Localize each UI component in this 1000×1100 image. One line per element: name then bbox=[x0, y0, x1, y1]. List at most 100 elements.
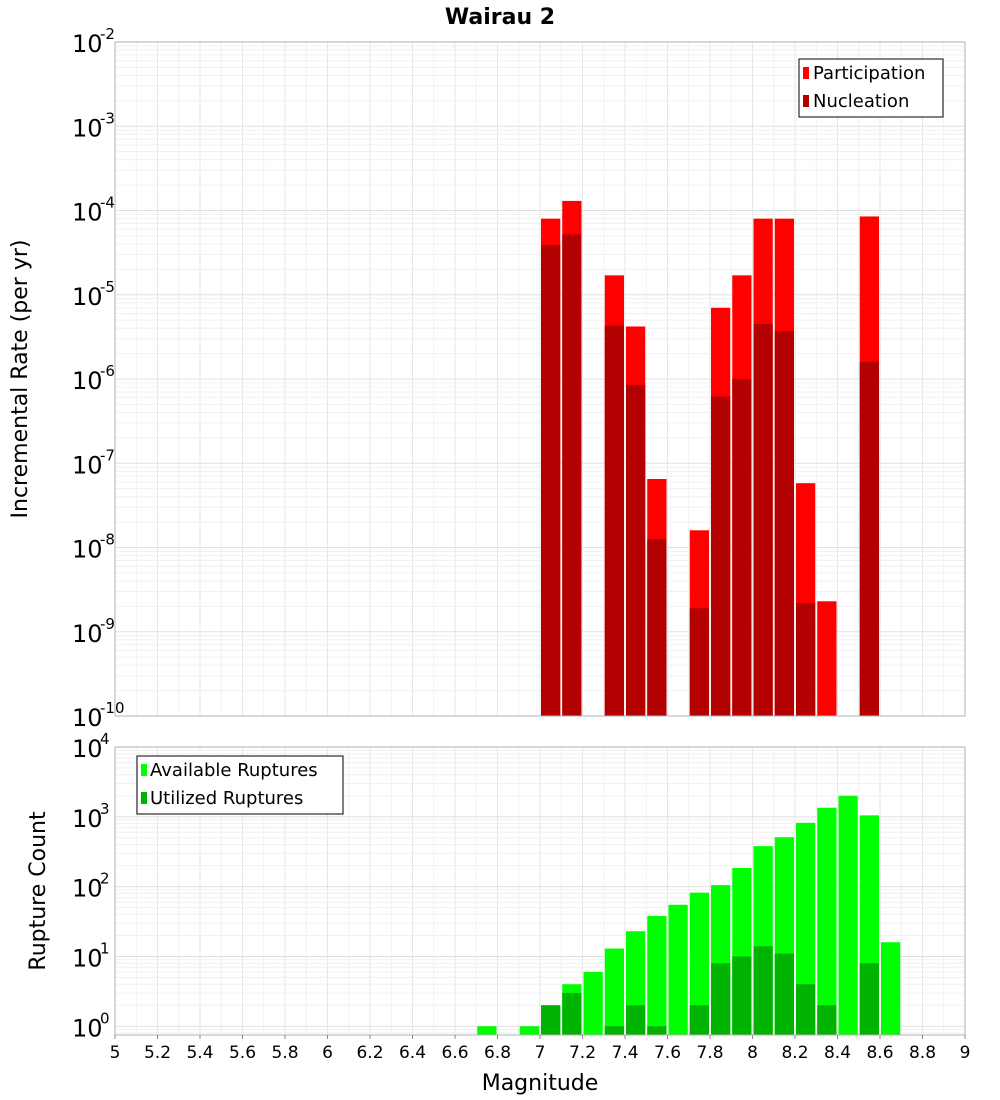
x-tick-labels: 5 5.2 5.4 5.6 5.8 6 6.2 6.4 6.6 6.8 7 7.2 7.4 7.6 7.8 8… bbox=[110, 1035, 971, 1063]
x-tick-label: 9 bbox=[960, 1043, 971, 1063]
x-tick-label: 7.6 bbox=[654, 1043, 681, 1063]
legend-label-participation: Participation bbox=[813, 63, 925, 84]
y-tick-label: 10 bbox=[72, 735, 103, 763]
y-tick-exponent: 1 bbox=[100, 939, 110, 957]
x-tick-label: 6.8 bbox=[484, 1043, 511, 1063]
y-tick-label: 10 bbox=[72, 283, 103, 311]
y-tick-exponent: -9 bbox=[100, 615, 115, 633]
x-tick-label: 6.2 bbox=[356, 1043, 383, 1063]
x-tick-label: 5.4 bbox=[186, 1043, 213, 1063]
legend-swatch-utilized bbox=[141, 792, 147, 804]
bar-available-ruptures bbox=[477, 1026, 497, 1035]
bar-nucleation bbox=[604, 325, 624, 716]
y-tick-label: 10 bbox=[72, 875, 103, 903]
legend-label-utilized: Utilized Ruptures bbox=[150, 788, 303, 809]
top-legend-box bbox=[798, 58, 944, 118]
y-tick-exponent: -5 bbox=[100, 278, 115, 296]
y-tick-exponent: -10 bbox=[100, 699, 125, 717]
x-tick-label: 8.8 bbox=[909, 1043, 936, 1063]
y-tick-label: 10 bbox=[72, 1014, 103, 1042]
x-tick-label: 7.2 bbox=[569, 1043, 596, 1063]
x-tick-label: 5 bbox=[110, 1043, 121, 1063]
y-tick-exponent: -3 bbox=[100, 109, 115, 127]
y-tick-exponent: -2 bbox=[100, 25, 115, 43]
legend-swatch-participation bbox=[803, 67, 809, 79]
y-tick-label: 10 bbox=[72, 536, 103, 564]
bar-nucleation bbox=[689, 608, 709, 716]
y-tick-label: 10 bbox=[72, 944, 103, 972]
bar-utilized-ruptures bbox=[541, 1005, 561, 1035]
bar-utilized-ruptures bbox=[817, 1005, 837, 1035]
bar-utilized-ruptures bbox=[796, 984, 816, 1035]
y-tick-label: 10 bbox=[72, 199, 103, 227]
bar-nucleation bbox=[541, 244, 561, 716]
x-tick-label: 6.4 bbox=[399, 1043, 426, 1063]
y-tick-exponent: -4 bbox=[100, 194, 115, 212]
x-tick-label: 5.2 bbox=[144, 1043, 171, 1063]
y-tick-exponent: -7 bbox=[100, 446, 115, 464]
y-tick-label: 10 bbox=[72, 805, 103, 833]
y-tick-label: 10 bbox=[72, 451, 103, 479]
x-tick-label: 6 bbox=[322, 1043, 333, 1063]
bar-nucleation bbox=[774, 331, 794, 716]
legend-swatch-nucleation bbox=[803, 95, 809, 107]
bar-nucleation bbox=[647, 539, 667, 716]
y-tick-exponent: 3 bbox=[100, 800, 110, 818]
x-tick-label: 8.2 bbox=[781, 1043, 808, 1063]
y-tick-label: 10 bbox=[72, 620, 103, 648]
bar-utilized-ruptures bbox=[753, 946, 773, 1035]
y-tick-exponent: 2 bbox=[100, 870, 110, 888]
x-tick-label: 5.8 bbox=[271, 1043, 298, 1063]
y-tick-label: 10 bbox=[72, 704, 103, 732]
bar-nucleation bbox=[732, 379, 752, 716]
bar-available-ruptures bbox=[668, 904, 688, 1035]
bar-utilized-ruptures bbox=[562, 992, 582, 1035]
x-tick-label: 8.4 bbox=[824, 1043, 851, 1063]
bar-available-ruptures bbox=[689, 892, 709, 1035]
y-tick-label: 10 bbox=[72, 114, 103, 142]
legend-label-nucleation: Nucleation bbox=[813, 91, 909, 112]
x-tick-label: 8 bbox=[747, 1043, 758, 1063]
chart-title: Wairau 2 bbox=[445, 5, 555, 30]
bar-available-ruptures bbox=[817, 807, 837, 1035]
top-plot-border bbox=[114, 41, 966, 717]
bar-available-ruptures bbox=[604, 948, 624, 1035]
bar-nucleation bbox=[562, 234, 582, 717]
bottom-bars bbox=[477, 795, 901, 1035]
bar-utilized-ruptures bbox=[689, 1005, 709, 1035]
x-axis-label: Magnitude bbox=[482, 1071, 599, 1096]
y-tick-label: 10 bbox=[72, 367, 103, 395]
bar-utilized-ruptures bbox=[647, 1026, 667, 1035]
x-tick-label: 7 bbox=[535, 1043, 546, 1063]
bar-nucleation bbox=[711, 396, 731, 716]
y-tick-label: 10 bbox=[72, 30, 103, 58]
bottom-legend-box bbox=[136, 755, 344, 815]
bar-participation bbox=[817, 601, 837, 716]
y-tick-exponent: 4 bbox=[100, 730, 110, 748]
x-tick-label: 7.4 bbox=[611, 1043, 638, 1063]
legend-label-available: Available Ruptures bbox=[150, 760, 318, 781]
bar-available-ruptures bbox=[647, 915, 667, 1035]
top-legend: Participation Nucleation bbox=[798, 58, 944, 118]
bar-available-ruptures bbox=[583, 971, 603, 1035]
bar-available-ruptures bbox=[519, 1026, 539, 1035]
bar-nucleation bbox=[796, 602, 816, 716]
x-tick-label: 8.6 bbox=[866, 1043, 893, 1063]
y-tick-exponent: -6 bbox=[100, 362, 115, 380]
x-tick-label: 7.8 bbox=[696, 1043, 723, 1063]
bar-nucleation bbox=[753, 323, 773, 716]
y-tick-exponent: -8 bbox=[100, 531, 115, 549]
bottom-legend: Available Ruptures Utilized Ruptures bbox=[136, 755, 344, 815]
top-y-axis-label: Incremental Rate (per yr) bbox=[8, 240, 33, 519]
x-tick-label: 5.6 bbox=[229, 1043, 256, 1063]
bar-nucleation bbox=[859, 361, 879, 716]
bar-utilized-ruptures bbox=[604, 1026, 624, 1035]
bar-utilized-ruptures bbox=[711, 963, 731, 1035]
bar-utilized-ruptures bbox=[859, 963, 879, 1035]
legend-swatch-available bbox=[141, 764, 147, 776]
bar-nucleation bbox=[626, 384, 646, 716]
x-tick-label: 6.6 bbox=[441, 1043, 468, 1063]
